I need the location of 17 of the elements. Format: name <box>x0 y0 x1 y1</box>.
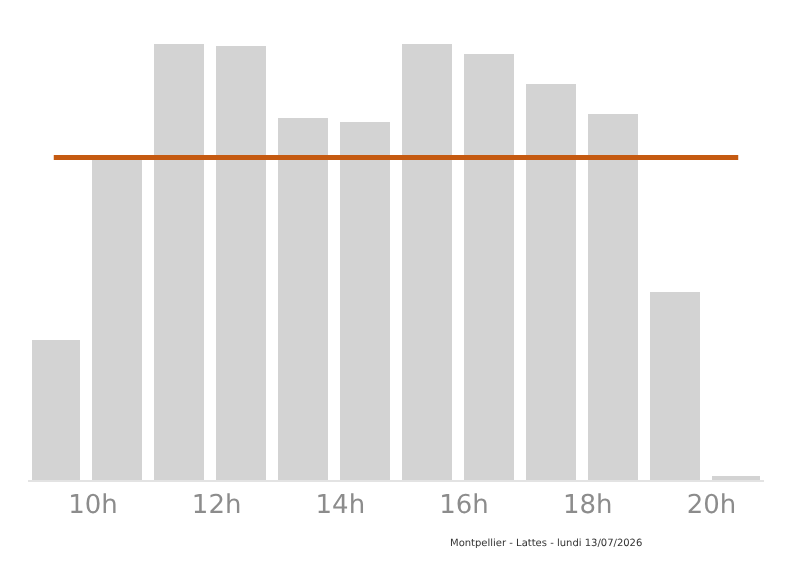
bar <box>464 54 514 480</box>
bar <box>650 292 700 480</box>
x-tick-label: 18h <box>562 491 613 522</box>
bar <box>216 46 266 480</box>
bar <box>92 158 142 480</box>
x-tick-label: 12h <box>191 491 242 522</box>
bar <box>32 340 80 480</box>
x-tick-label: 16h <box>439 491 489 522</box>
x-tick-label: 14h <box>315 491 366 522</box>
bar <box>154 44 204 480</box>
bar <box>588 114 638 480</box>
x-tick-label: 10h <box>68 491 118 522</box>
x-tick-label: 20h <box>686 491 737 522</box>
bar <box>402 44 452 480</box>
bar <box>340 122 390 480</box>
bar <box>526 84 576 480</box>
bar <box>278 118 328 480</box>
